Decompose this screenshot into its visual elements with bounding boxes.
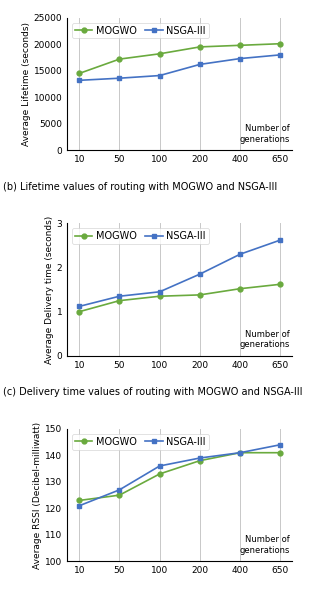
Line: MOGWO: MOGWO bbox=[77, 450, 283, 503]
Text: Number of
generations: Number of generations bbox=[240, 124, 290, 144]
MOGWO bbox=[238, 285, 242, 293]
Legend: MOGWO, NSGA-III: MOGWO, NSGA-III bbox=[72, 22, 209, 38]
NSGA-III bbox=[77, 303, 81, 310]
NSGA-III bbox=[198, 61, 202, 68]
MOGWO bbox=[158, 293, 162, 300]
MOGWO bbox=[118, 492, 122, 499]
Y-axis label: Average Delivery time (seconds): Average Delivery time (seconds) bbox=[45, 216, 54, 363]
Text: Number of
generations: Number of generations bbox=[240, 330, 290, 349]
NSGA-III bbox=[238, 55, 242, 62]
MOGWO bbox=[158, 470, 162, 478]
NSGA-III bbox=[278, 51, 282, 59]
NSGA-III bbox=[77, 77, 81, 84]
NSGA-III bbox=[198, 271, 202, 278]
Text: Number of
generations: Number of generations bbox=[240, 535, 290, 555]
MOGWO bbox=[118, 297, 122, 304]
NSGA-III bbox=[158, 288, 162, 296]
Text: (c) Delivery time values of routing with MOGWO and NSGA-III: (c) Delivery time values of routing with… bbox=[3, 387, 303, 397]
NSGA-III bbox=[118, 293, 122, 300]
Line: MOGWO: MOGWO bbox=[77, 282, 283, 314]
NSGA-III bbox=[118, 486, 122, 493]
MOGWO bbox=[77, 308, 81, 315]
NSGA-III bbox=[238, 449, 242, 456]
NSGA-III bbox=[77, 502, 81, 509]
MOGWO bbox=[77, 497, 81, 504]
Y-axis label: Average Lifetime (seconds): Average Lifetime (seconds) bbox=[22, 22, 31, 146]
NSGA-III bbox=[118, 74, 122, 82]
Line: NSGA-III: NSGA-III bbox=[77, 238, 283, 309]
NSGA-III bbox=[158, 462, 162, 469]
MOGWO bbox=[278, 40, 282, 47]
MOGWO bbox=[198, 291, 202, 298]
Line: NSGA-III: NSGA-III bbox=[77, 442, 283, 508]
NSGA-III bbox=[238, 251, 242, 258]
MOGWO bbox=[238, 42, 242, 49]
Legend: MOGWO, NSGA-III: MOGWO, NSGA-III bbox=[72, 434, 209, 450]
NSGA-III bbox=[278, 441, 282, 449]
MOGWO bbox=[198, 43, 202, 50]
MOGWO bbox=[278, 281, 282, 288]
MOGWO bbox=[278, 449, 282, 456]
MOGWO bbox=[198, 457, 202, 464]
MOGWO bbox=[238, 449, 242, 456]
MOGWO bbox=[158, 50, 162, 57]
NSGA-III bbox=[158, 72, 162, 79]
Legend: MOGWO, NSGA-III: MOGWO, NSGA-III bbox=[72, 228, 209, 244]
Line: NSGA-III: NSGA-III bbox=[77, 53, 283, 83]
MOGWO bbox=[118, 56, 122, 63]
Line: MOGWO: MOGWO bbox=[77, 41, 283, 76]
Y-axis label: Average RSSI (Decibel-milliwatt): Average RSSI (Decibel-milliwatt) bbox=[33, 421, 42, 569]
NSGA-III bbox=[278, 236, 282, 243]
MOGWO bbox=[77, 70, 81, 77]
NSGA-III bbox=[198, 454, 202, 462]
Text: (b) Lifetime values of routing with MOGWO and NSGA-III: (b) Lifetime values of routing with MOGW… bbox=[3, 182, 278, 192]
